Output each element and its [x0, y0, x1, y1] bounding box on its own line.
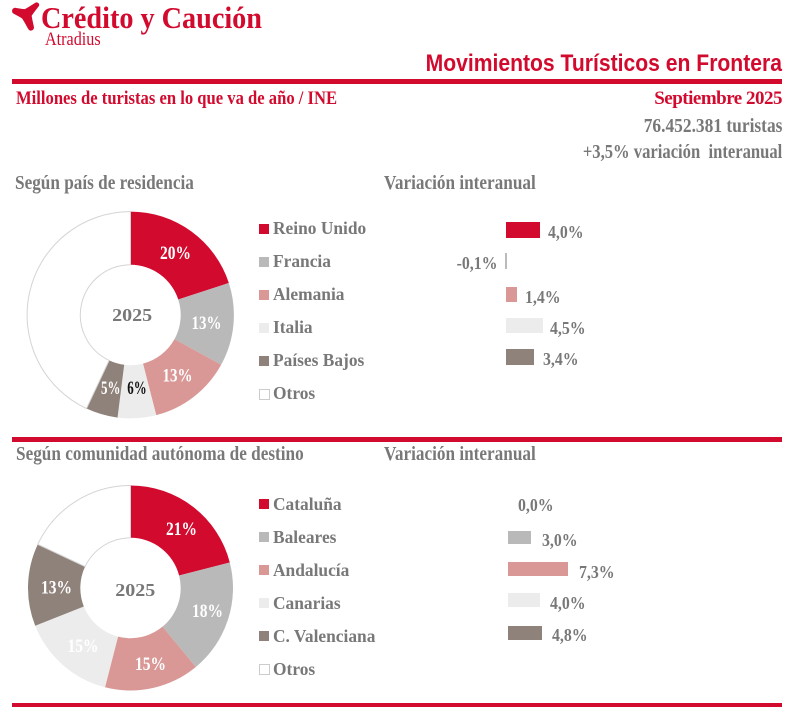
svg-text:13%: 13% [41, 577, 72, 598]
svg-text:13%: 13% [163, 365, 193, 386]
svg-text:15%: 15% [135, 654, 166, 675]
svg-text:5%: 5% [101, 378, 120, 399]
svg-text:15%: 15% [68, 636, 99, 657]
svg-text:21%: 21% [166, 519, 197, 540]
svg-text:2025: 2025 [112, 305, 152, 325]
svg-text:13%: 13% [192, 313, 222, 334]
svg-text:20%: 20% [160, 243, 191, 264]
svg-text:2025: 2025 [115, 580, 155, 600]
svg-text:6%: 6% [127, 378, 146, 399]
svg-text:18%: 18% [192, 601, 223, 622]
